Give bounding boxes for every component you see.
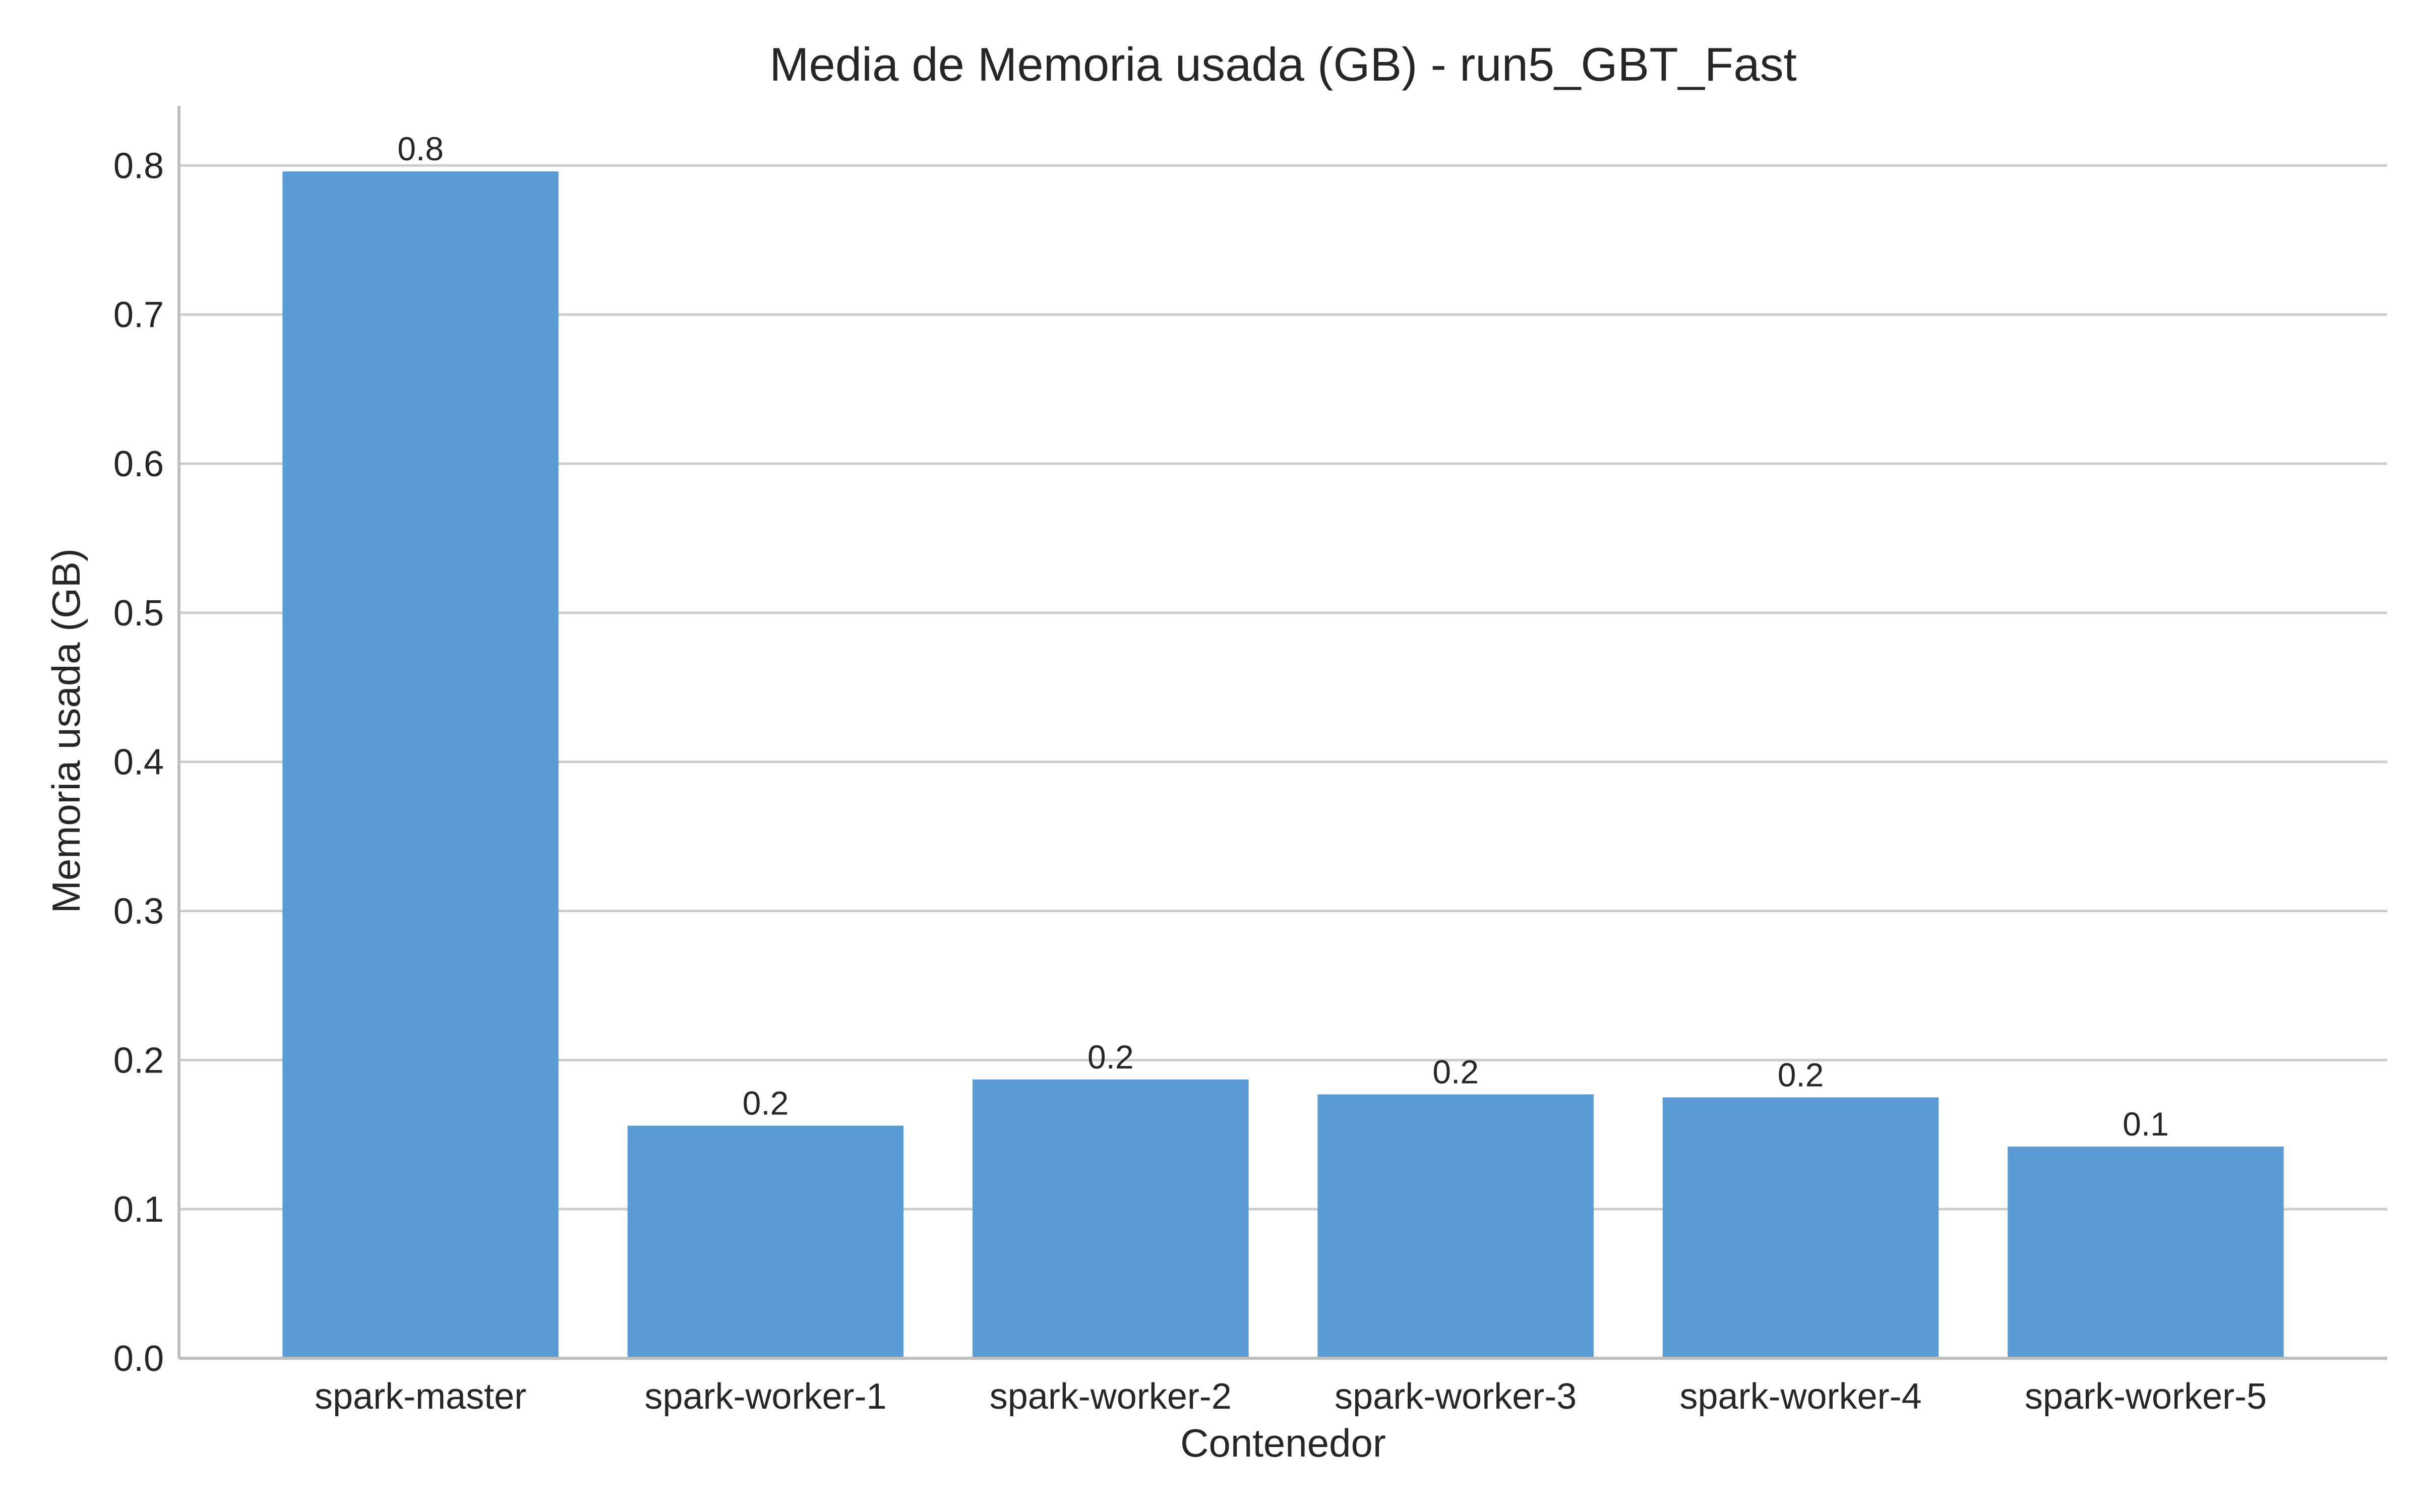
bar-spark-worker-4 [1662, 1097, 1939, 1358]
bars [282, 171, 2284, 1358]
y-tick-label: 0.7 [113, 295, 164, 335]
x-tick-label: spark-worker-2 [990, 1376, 1232, 1417]
y-tick-label: 0.2 [113, 1040, 164, 1081]
bar-spark-worker-3 [1317, 1094, 1594, 1358]
data-label: 0.2 [1432, 1053, 1479, 1090]
y-axis-label: Memoria usada (GB) [44, 548, 88, 913]
data-label: 0.8 [397, 130, 444, 167]
y-tick-label: 0.5 [113, 593, 164, 634]
x-tick-label: spark-worker-4 [1680, 1376, 1922, 1417]
x-tick-label: spark-worker-1 [644, 1376, 886, 1417]
bar-spark-worker-2 [973, 1079, 1249, 1358]
x-tick-labels: spark-master spark-worker-1 spark-worker-2… [315, 1376, 2267, 1417]
y-tick-label: 0.1 [113, 1189, 164, 1230]
chart-title: Media de Memoria usada (GB) - run5_GBT_F… [769, 38, 1796, 91]
x-axis-label: Contenedor [1180, 1421, 1386, 1465]
x-tick-label: spark-worker-5 [2025, 1376, 2267, 1417]
data-label: 0.2 [743, 1085, 789, 1122]
data-label: 0.1 [2123, 1105, 2169, 1143]
y-tick-label: 0.4 [113, 742, 164, 783]
y-tick-label: 0.0 [113, 1339, 164, 1379]
x-tick-label: spark-worker-3 [1335, 1376, 1577, 1417]
bar-spark-worker-1 [627, 1125, 904, 1358]
x-tick-label: spark-master [315, 1376, 526, 1417]
bar-spark-master [282, 171, 559, 1358]
bar-spark-worker-5 [2008, 1146, 2284, 1358]
y-tick-labels: 0.0 0.1 0.2 0.3 0.4 0.5 0.6 0.7 0.8 [113, 146, 164, 1379]
y-tick-label: 0.6 [113, 444, 164, 484]
y-tick-label: 0.8 [113, 146, 164, 186]
data-label: 0.2 [1778, 1056, 1824, 1093]
axes [177, 106, 2387, 1360]
data-label: 0.2 [1087, 1038, 1134, 1076]
y-tick-label: 0.3 [113, 892, 164, 932]
data-labels: 0.8 0.2 0.2 0.2 0.2 0.1 [397, 130, 2169, 1143]
